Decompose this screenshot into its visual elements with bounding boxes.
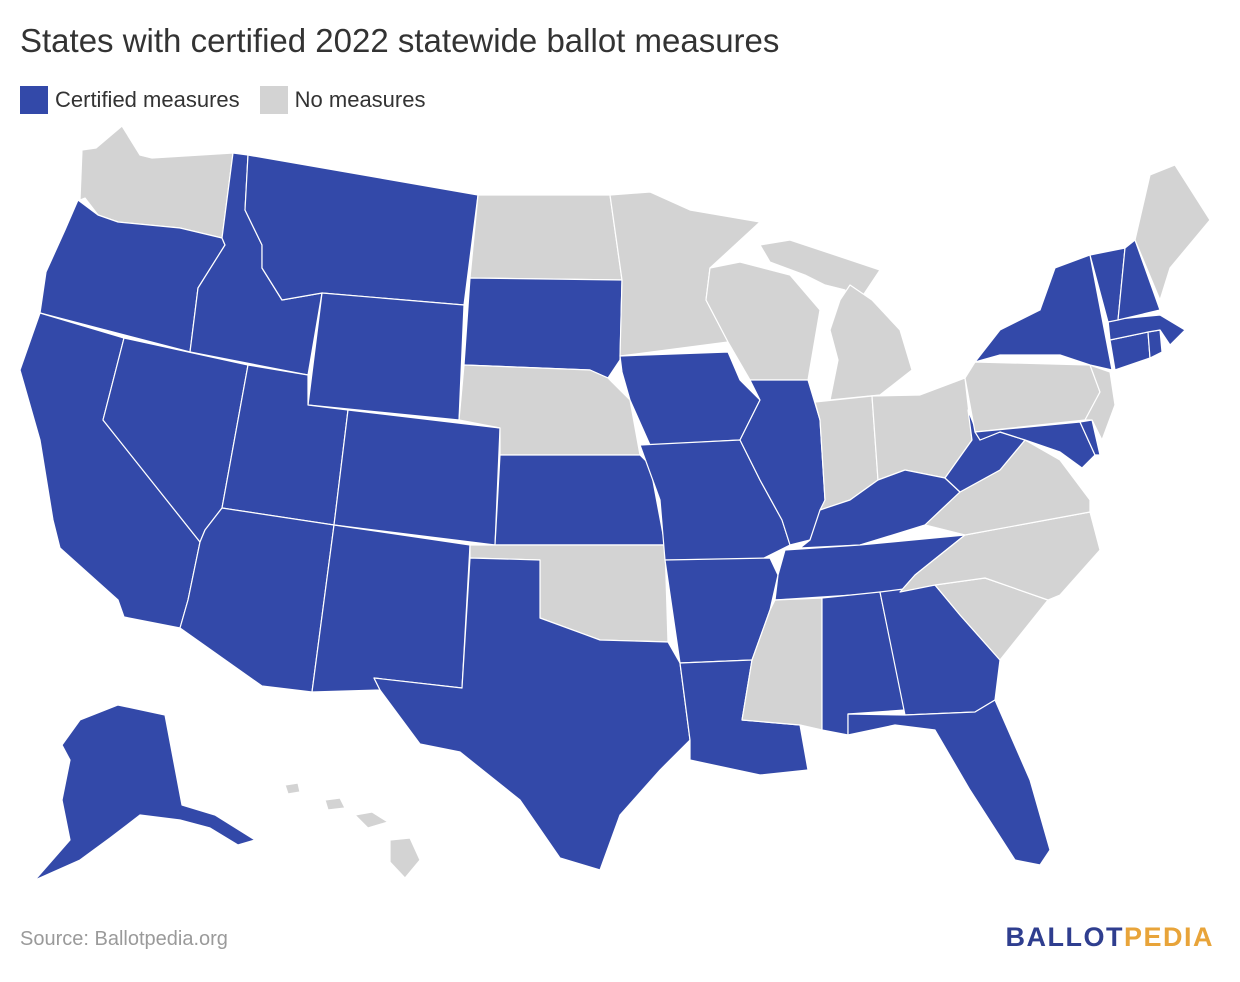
state-TX [373,557,691,871]
legend-item-certified: Certified measures [20,86,240,114]
source-note: Source: Ballotpedia.org [20,928,228,950]
legend-label-certified: Certified measures [55,87,240,112]
state-WY [307,292,465,421]
map-title: States with certified 2022 statewide bal… [20,22,780,59]
state-HI-2 [324,797,346,811]
legend-item-none: No measures [259,86,426,114]
state-KS [494,454,666,546]
ballotpedia-logo: BALLOTPEDIA [1005,922,1214,953]
state-DE [1079,419,1101,456]
state-NY [974,254,1113,371]
states-layer [19,125,1211,881]
state-AZ [179,507,335,693]
state-FL [847,699,1051,866]
logo-part-ballot: BALLOT [1005,922,1124,952]
state-MI-lower [829,284,913,401]
state-CO [333,409,501,546]
state-NM [311,524,471,693]
state-MA [1107,314,1186,346]
legend-label-none: No measures [294,87,426,112]
legend: Certified measures No measures [20,86,445,114]
state-NH [1117,239,1161,321]
legend-swatch-none [259,86,288,114]
state-ND [469,194,623,281]
legend-swatch-certified [20,86,48,114]
state-IA [619,351,761,446]
state-NJ [1084,364,1116,441]
state-SD [463,277,623,379]
state-HI-4 [389,837,421,879]
logo-part-pedia: PEDIA [1123,922,1214,952]
state-AK [34,704,256,881]
state-ME [1134,164,1211,301]
state-HI-3 [354,811,389,829]
state-RI [1147,329,1163,359]
state-HI-1 [284,782,301,795]
state-MT [244,154,479,306]
